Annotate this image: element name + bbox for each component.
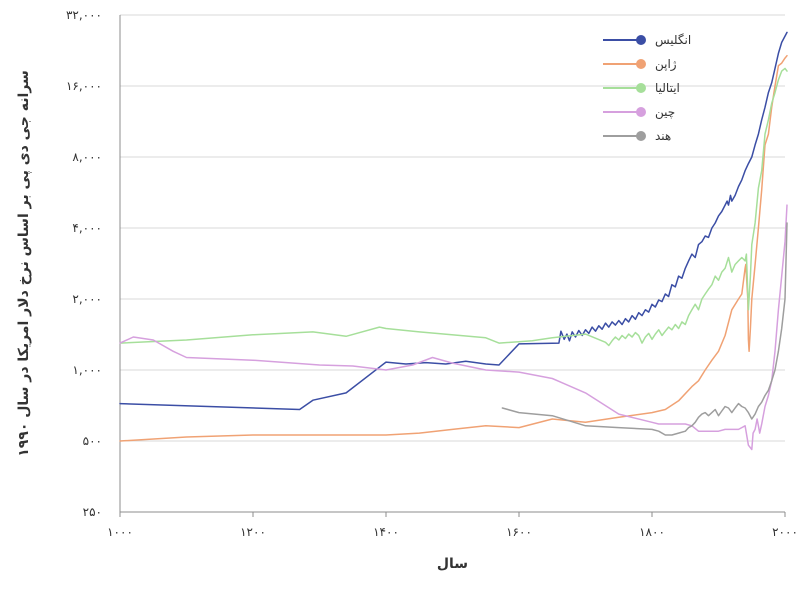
x-tick-labels: ۱۰۰۰ ۱۲۰۰ ۱۴۰۰ ۱۶۰۰ ۱۸۰۰ ۲۰۰۰ <box>107 525 798 539</box>
legend-item: چین <box>603 105 675 120</box>
legend-label: ایتالیا <box>655 81 680 95</box>
y-tick-label: ۱۶,۰۰۰ <box>66 79 102 93</box>
legend-item: انگلیس <box>603 33 691 48</box>
y-tick-label: ۱,۰۰۰ <box>72 363 102 377</box>
y-tick-label: ۵۰۰ <box>83 434 102 448</box>
grid-lines <box>120 14 785 442</box>
series-line-5 <box>501 222 788 436</box>
y-tick-label: ۸,۰۰۰ <box>72 150 102 164</box>
legend-marker <box>636 59 646 69</box>
legend-label: هند <box>655 129 671 143</box>
legend-label: انگلیس <box>655 33 691 48</box>
legend-marker <box>636 107 646 117</box>
y-tick-label: ۲۵۰ <box>83 505 102 519</box>
legend-label: چین <box>655 105 675 120</box>
y-tick-labels: ۲۵۰ ۵۰۰ ۱,۰۰۰ ۲,۰۰۰ ۴,۰۰۰ ۸,۰۰۰ ۱۶,۰۰۰ ۳۲,۰۰۰ <box>66 8 102 519</box>
legend-label: ژاپن <box>655 57 677 72</box>
x-tick-label: ۱۶۰۰ <box>506 525 532 539</box>
y-tick-label: ۲,۰۰۰ <box>72 292 102 306</box>
series-line-1 <box>119 31 788 411</box>
y-tick-label: ۴,۰۰۰ <box>72 221 102 235</box>
axes <box>119 15 786 517</box>
series-line-2 <box>119 54 788 442</box>
legend-item: هند <box>603 129 671 143</box>
x-tick-label: ۱۰۰۰ <box>107 525 133 539</box>
x-tick-label: ۱۸۰۰ <box>639 525 665 539</box>
legend: انگلیس ژاپن ایتالیا چین هند <box>603 33 691 143</box>
x-axis-title: سال <box>437 556 468 572</box>
legend-marker <box>636 35 646 45</box>
series-lines <box>119 31 788 451</box>
y-tick-label: ۳۲,۰۰۰ <box>66 8 102 22</box>
legend-marker <box>636 83 646 93</box>
y-axis-title: سرانه جی دی پی بر اساس نرخ دلار امریکا د… <box>16 70 32 457</box>
series-line-4 <box>119 204 788 451</box>
legend-marker <box>636 131 646 141</box>
x-tick-label: ۱۴۰۰ <box>373 525 399 539</box>
x-tick-label: ۲۰۰۰ <box>772 525 798 539</box>
x-tick-label: ۱۲۰۰ <box>240 525 266 539</box>
legend-item: ژاپن <box>603 57 677 72</box>
series-line-3 <box>119 67 788 347</box>
legend-item: ایتالیا <box>603 81 680 95</box>
